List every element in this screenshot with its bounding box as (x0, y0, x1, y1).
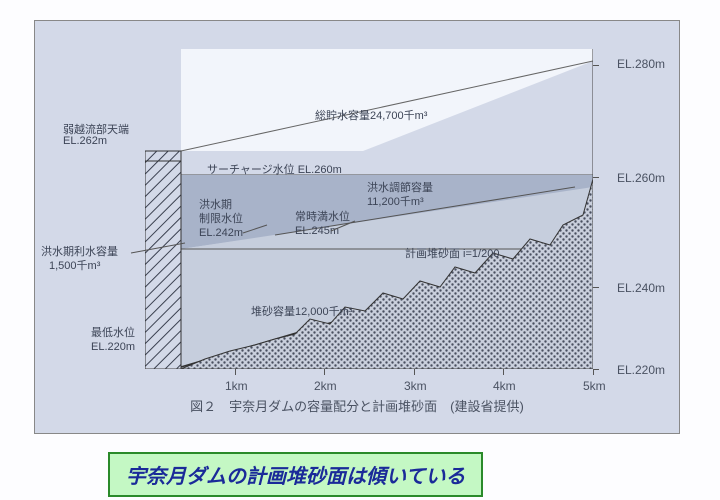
tick (414, 369, 415, 375)
tick (235, 369, 236, 375)
page: EL.280m EL.260m EL.240m EL.220m 1km 2km … (0, 0, 720, 500)
flood-limit-label: 洪水期 制限水位 EL.242m (199, 199, 243, 240)
el-label: EL.280m (617, 57, 665, 71)
flood-use-value: 1,500千m³ (49, 257, 100, 273)
figure-caption: 図２ 宇奈月ダムの容量配分と計画堆砂面 (建設省提供) (35, 396, 679, 415)
surcharge-label: サーチャージ水位 EL.260m (207, 161, 342, 177)
tick (593, 65, 599, 66)
tick (593, 177, 599, 178)
plan-sediment-label: 計画堆砂面 i=1/200 (405, 245, 499, 261)
x-label: 2km (314, 379, 337, 393)
sediment-capacity-label: 堆砂容量12,000千m³ (251, 303, 352, 319)
dam-crest-el: EL.262m (63, 135, 107, 147)
tick (503, 369, 504, 375)
flood-control-value: 11,200千m³ (367, 193, 424, 209)
total-storage-label: 総貯水容量24,700千m³ (315, 107, 427, 123)
x-label: 4km (493, 379, 516, 393)
normal-full-label: 常時満水位 EL.245m (295, 211, 350, 239)
tick (593, 287, 599, 288)
tick (593, 369, 594, 375)
min-wl-label: 最低水位 EL.220m (91, 327, 135, 355)
x-label: 1km (225, 379, 248, 393)
x-label: 3km (404, 379, 427, 393)
tick (324, 369, 325, 375)
diagram-frame: EL.280m EL.260m EL.240m EL.220m 1km 2km … (34, 20, 680, 434)
el-label: EL.220m (617, 363, 665, 377)
el-label: EL.260m (617, 171, 665, 185)
annotation-banner: 宇奈月ダムの計画堆砂面は傾いている (108, 452, 483, 497)
el-label: EL.240m (617, 281, 665, 295)
x-label: 5km (583, 379, 606, 393)
